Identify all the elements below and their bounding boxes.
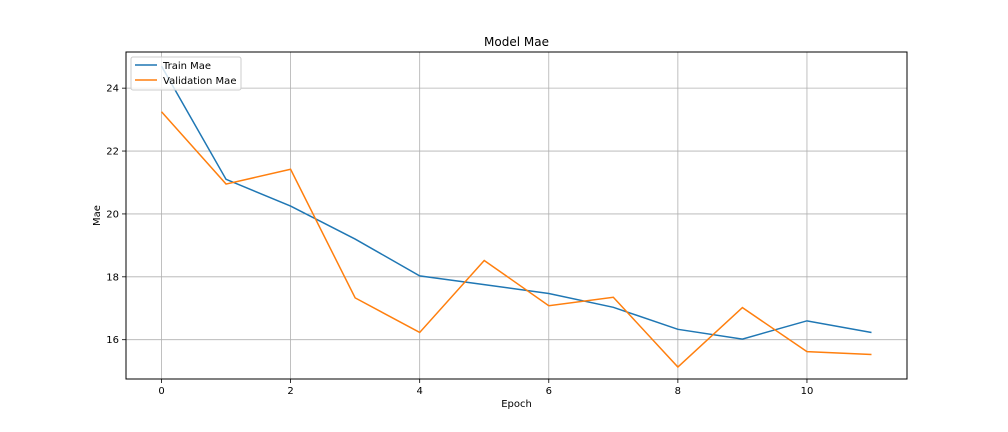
- x-tick-label: 10: [801, 386, 814, 397]
- y-tick-label: 18: [106, 272, 119, 283]
- x-axis-label: Epoch: [501, 399, 532, 410]
- plot-frame: [125, 51, 908, 380]
- x-tick-label: 2: [287, 386, 293, 397]
- series-line-validation-mae: [160, 111, 872, 369]
- legend-label-validation-mae: Validation Mae: [163, 76, 236, 87]
- legend-box: [130, 56, 242, 91]
- y-axis-label: Mae: [92, 205, 103, 226]
- y-tick-label: 20: [106, 209, 119, 220]
- x-tick-label: 0: [158, 386, 164, 397]
- y-tick-label: 16: [106, 335, 119, 346]
- series-line-train-mae: [160, 65, 872, 340]
- legend: Train Mae Validation Mae: [130, 56, 242, 91]
- series-lines: [160, 65, 872, 369]
- chart-title: Model Mae: [484, 35, 549, 49]
- y-tick-label: 24: [106, 84, 119, 95]
- x-tick-label: 6: [546, 386, 552, 397]
- y-tick-label: 22: [106, 147, 119, 158]
- x-tick-label: 4: [416, 386, 422, 397]
- legend-label-train-mae: Train Mae: [162, 61, 211, 72]
- x-tick-label: 8: [675, 386, 681, 397]
- grid: [126, 52, 907, 379]
